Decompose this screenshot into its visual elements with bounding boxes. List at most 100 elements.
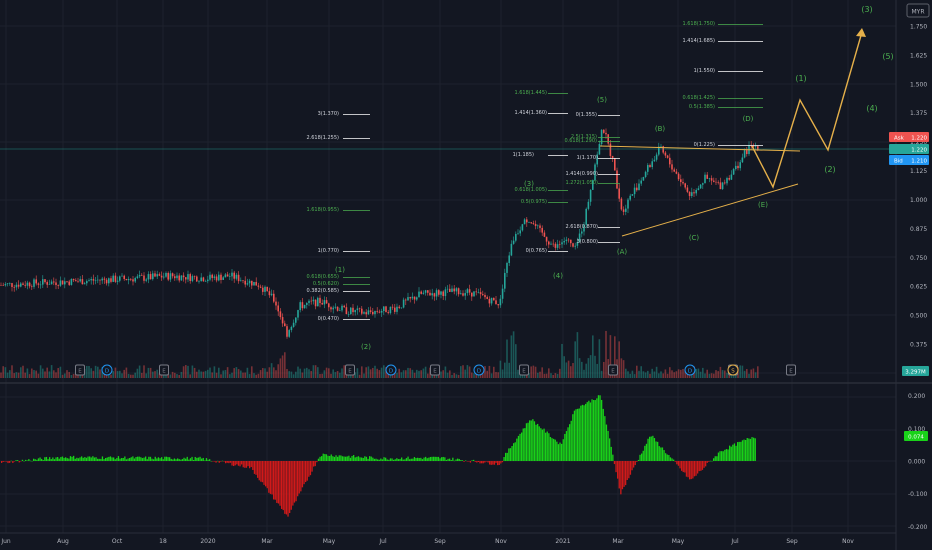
fib-level[interactable]: 0.618(1.425) [682, 95, 763, 101]
volume-bar [237, 369, 240, 378]
fib-level[interactable]: 3(1.370) [318, 111, 370, 117]
fib-level[interactable]: 1(1.185) [513, 152, 568, 158]
fib-level[interactable]: 0.5(0.975) [521, 199, 568, 205]
oscillator-axis[interactable]: 0.200 0.100 0.000 -0.100 -0.200 0.074 [904, 393, 928, 531]
triangle-pattern[interactable] [599, 145, 801, 237]
candle-body [497, 304, 499, 306]
fib-level[interactable]: 1.414(0.990) [565, 171, 620, 177]
candle-body [611, 155, 614, 159]
fib-level[interactable]: 1.272(1.050) [565, 180, 620, 186]
candle-body [160, 275, 163, 278]
fib-level[interactable]: 0(0.470) [318, 316, 370, 322]
event-marker[interactable]: D [385, 364, 397, 376]
fib-level[interactable]: 0.618(1.005) [514, 187, 568, 193]
volume-bar [422, 368, 425, 378]
osc-bar [573, 410, 576, 461]
osc-bar [533, 421, 536, 461]
price-tag[interactable]: 1.220 [889, 144, 929, 154]
fib-level[interactable]: 1(1.170) [577, 155, 620, 161]
fib-level[interactable]: 1(0.770) [318, 248, 370, 254]
volume-bar [631, 370, 634, 378]
fibonacci-levels[interactable]: 3(1.370) 2.618(1.255) 1.618(0.955) 1(0.770)… [306, 21, 763, 322]
event-marker[interactable]: E [430, 364, 440, 376]
fib-level[interactable]: 0(0.765) [526, 248, 568, 254]
volume-bar [748, 373, 750, 378]
osc-bar [226, 461, 228, 463]
osc-bar [282, 461, 284, 511]
projection-path[interactable] [751, 28, 866, 189]
candle-body [94, 280, 97, 281]
event-marker[interactable]: E [608, 364, 618, 376]
fib-level[interactable]: 0.5(1.385) [689, 104, 763, 110]
time-tick-label: 18 [159, 538, 167, 545]
volume-bar [752, 368, 755, 378]
osc-bar [466, 461, 468, 462]
event-marker-label: D [389, 369, 393, 375]
time-axis[interactable]: Jun Aug Oct 18 2020 Mar May Jul Sep Nov 2021 Mar May… [0, 538, 854, 545]
candle-body [297, 310, 299, 318]
event-markers[interactable]: EDEEDEDEEDESE [75, 364, 796, 376]
triangle-line[interactable] [621, 183, 799, 237]
volume-bar [182, 366, 185, 378]
fib-level[interactable]: 0.618(1.290) [564, 138, 620, 144]
osc-bar [290, 461, 292, 510]
event-marker[interactable]: E [786, 364, 796, 376]
volume-bar [273, 367, 275, 378]
event-marker[interactable]: D [473, 364, 485, 376]
volume-bar [286, 368, 288, 378]
volume-bar [680, 369, 682, 378]
osc-bar [500, 461, 502, 464]
price-axis[interactable]: 1.750 1.625 1.500 1.375 1.250 1.125 1.000 0.875… [889, 24, 929, 377]
candle-body [519, 230, 521, 234]
fib-level[interactable]: 1.414(1.360) [514, 110, 568, 116]
event-marker[interactable]: E [75, 364, 85, 376]
event-marker[interactable]: D [101, 364, 113, 376]
triangle-line[interactable] [599, 145, 801, 152]
projection-line[interactable] [751, 31, 863, 189]
fib-level[interactable]: 0.382(0.585) [306, 288, 370, 294]
fib-level[interactable]: 1.618(0.955) [306, 207, 370, 213]
candle-body [556, 244, 559, 248]
fib-level[interactable]: 0(1.355) [576, 112, 620, 118]
fib-level[interactable]: 3(0.800) [577, 239, 620, 245]
wave-label: (1) [795, 74, 806, 83]
volume-bar [367, 366, 370, 378]
volume-bar [72, 373, 75, 378]
event-marker[interactable]: E [159, 364, 169, 376]
fib-level[interactable]: 2.618(1.255) [306, 135, 370, 141]
volume-bar [299, 368, 301, 378]
osc-bar [737, 442, 739, 461]
fib-level[interactable]: 0.618(0.655) [306, 274, 370, 280]
fib-level[interactable]: 2.618(0.870) [565, 224, 620, 230]
candle-body [561, 242, 563, 245]
fib-level[interactable]: 2.5(1.315) [571, 134, 620, 140]
event-marker[interactable]: E [345, 364, 355, 376]
candle-body [578, 233, 581, 243]
event-marker[interactable]: E [519, 364, 529, 376]
osc-bar [287, 461, 289, 517]
wave-label: (D) [743, 115, 754, 123]
fib-level[interactable]: 1.618(1.750) [682, 21, 763, 27]
candle-body [24, 284, 26, 286]
fib-level[interactable]: 0.5(0.620) [313, 281, 370, 287]
currency-badge[interactable]: MYR [906, 3, 930, 18]
event-marker[interactable]: D [684, 364, 696, 376]
volume-bar [68, 372, 70, 378]
fib-level[interactable]: 0(1.225) [694, 142, 763, 148]
fib-level[interactable]: 1.414(1.685) [682, 38, 763, 44]
candle-body [589, 189, 592, 202]
fib-level[interactable]: 1.618(1.445) [514, 90, 568, 96]
candle-body [290, 326, 293, 331]
candle-body [616, 170, 618, 189]
volume-bar [442, 370, 444, 378]
price-tag[interactable]: Ask 1.220 [889, 132, 929, 142]
fib-level[interactable]: 1(1.550) [694, 68, 763, 74]
event-marker[interactable]: S [727, 364, 739, 376]
price-candles[interactable] [0, 128, 759, 339]
volume-bar [655, 366, 658, 378]
volume-bar [266, 371, 268, 378]
price-tag[interactable]: Bid 1.210 [889, 155, 929, 165]
osc-bar [345, 456, 347, 461]
candle-body [411, 296, 414, 299]
